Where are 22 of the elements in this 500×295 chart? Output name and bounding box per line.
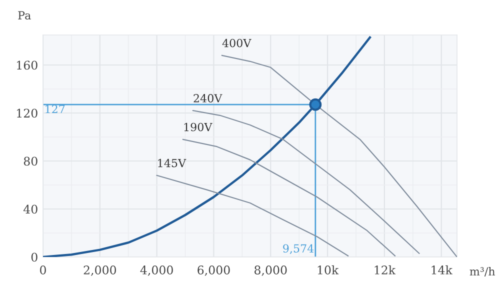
series-label: 190V — [184, 122, 212, 132]
x-tick-label: 6,000 — [198, 266, 230, 276]
y-tick-label: 0 — [31, 252, 38, 262]
x-tick-label: 12k — [374, 265, 396, 274]
x-tick-label: 10k — [318, 265, 339, 274]
line-series — [156, 174, 349, 256]
x-axis-title: m³/h — [470, 266, 495, 276]
x-tick-label: 2,000 — [84, 266, 116, 276]
series-label: 145V — [158, 158, 186, 168]
series-label: 240V — [194, 94, 222, 102]
y-tick-label: 120 — [17, 108, 38, 118]
x-tick-label: 4,000 — [140, 266, 173, 276]
x-tick-label: 0 — [40, 266, 46, 274]
y-tick-label: 80 — [24, 156, 38, 166]
x-tick-label: 14k — [432, 265, 453, 274]
series-label: 400V — [222, 38, 252, 48]
x-tick-label: 8,000 — [254, 266, 287, 276]
y-axis-title: Pa — [18, 11, 31, 20]
y-tick-label: 40 — [23, 204, 38, 214]
ref-line-label: 9,574 — [283, 244, 314, 254]
y-tick-label: 160 — [17, 60, 38, 70]
ref-line-label: 127 — [46, 104, 65, 114]
